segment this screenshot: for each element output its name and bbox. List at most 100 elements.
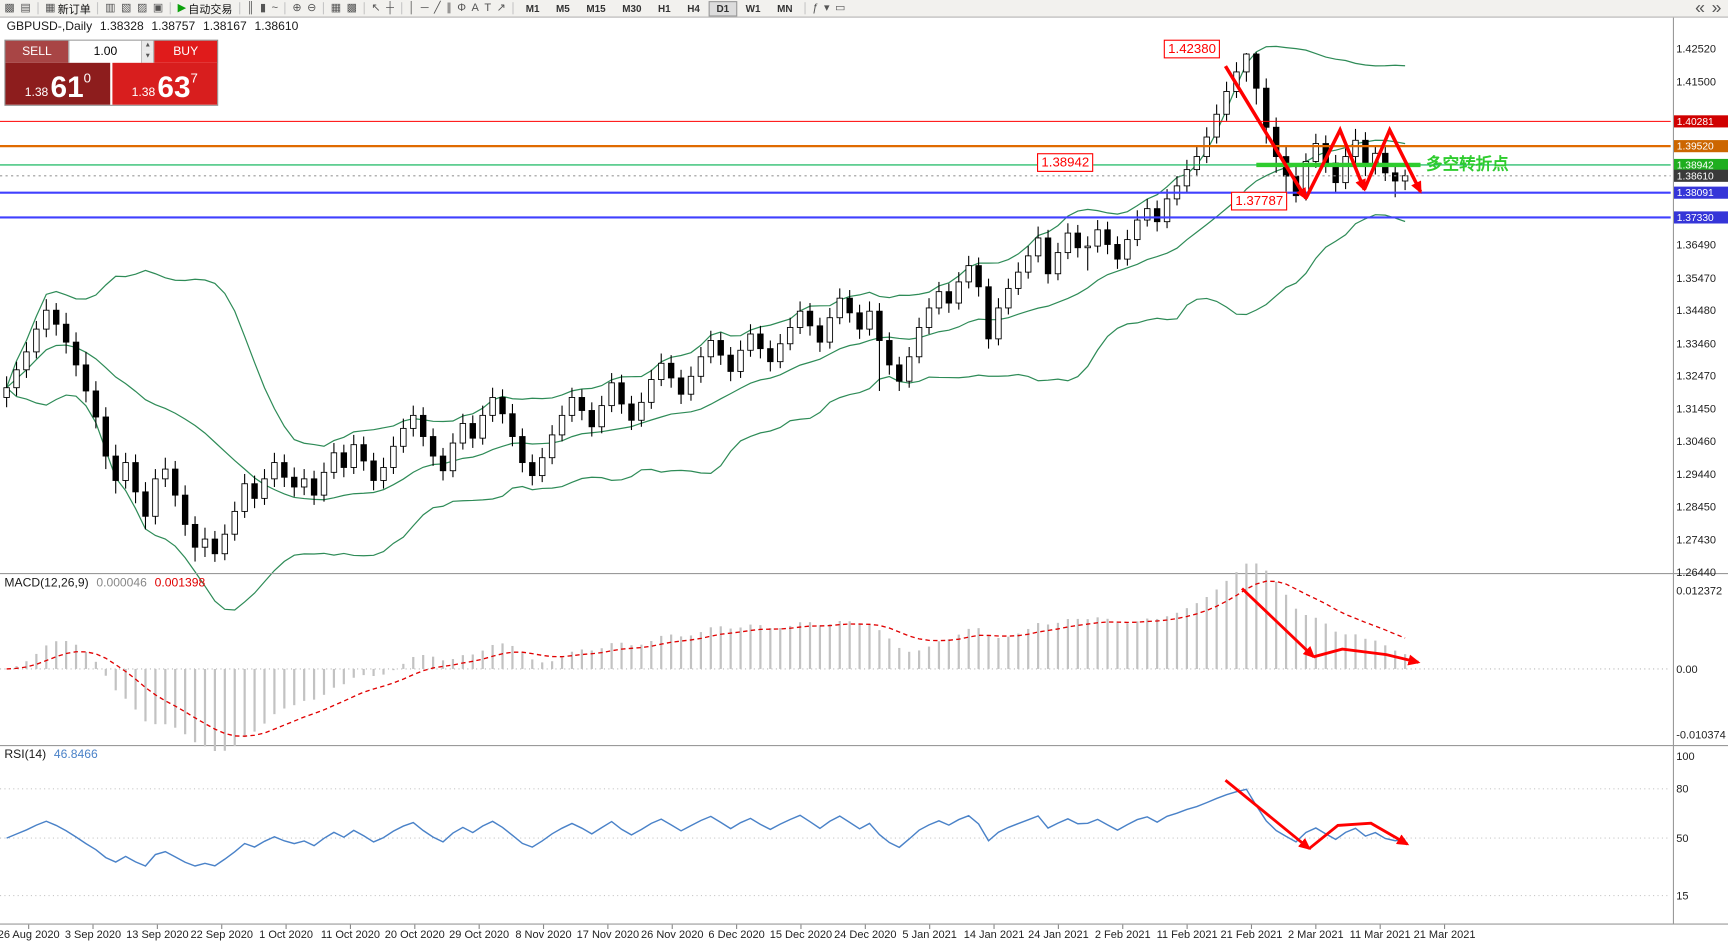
market-watch-icon[interactable]: ▥: [103, 1, 118, 16]
high-value: 1.38757: [151, 19, 196, 34]
annotation-low-price-label[interactable]: 1.37787: [1230, 191, 1288, 211]
autotrade-icon: ▶: [177, 1, 187, 14]
zoom-in-icon[interactable]: ⊕: [290, 1, 304, 16]
svg-text:1.30460: 1.30460: [1676, 436, 1716, 448]
data-window-icon[interactable]: ▧: [119, 1, 134, 16]
svg-text:1.38942: 1.38942: [1677, 160, 1714, 171]
zoom-out-icon[interactable]: ⊖: [305, 1, 319, 16]
timeframe-m5[interactable]: M5: [556, 2, 570, 14]
sell-price-sup: 0: [83, 70, 92, 86]
low-value: 1.38167: [202, 19, 247, 34]
annotation-peak-price-label[interactable]: 1.42380: [1163, 39, 1221, 59]
navigator-icon[interactable]: ▨: [135, 1, 150, 16]
svg-text:21 Feb 2021: 21 Feb 2021: [1221, 929, 1283, 941]
line-chart-icon[interactable]: ~: [269, 1, 280, 16]
main-trend-arrows[interactable]: [1223, 65, 1423, 201]
toolbar-separator: [97, 2, 99, 15]
templates-icon[interactable]: ▭: [833, 1, 848, 16]
toolbar-icons: ▩ ▤ ▦ 新订单 ▥ ▧ ▨ ▣ ▶ 自动交易 ║ ▮ ~ ⊕ ⊖ ▦ ▩ ↖ ┼ │ ─ ╱ ∥ Φ A T ↗ M1 M5 M15 M…: [2, 0, 848, 17]
bar-chart-icon[interactable]: ║: [245, 1, 257, 16]
line-chart-icon: ~: [271, 1, 279, 14]
new-chart-icon[interactable]: ▩: [2, 1, 17, 16]
buy-price-prefix: 1.38: [131, 85, 156, 100]
tile-windows-icon[interactable]: ▦: [329, 1, 344, 16]
buy-price-button[interactable]: 1.38 63 7: [112, 62, 218, 105]
scroll-right-icon[interactable]: »: [1711, 0, 1722, 18]
macd-trend-arrows[interactable]: [1241, 587, 1421, 666]
timeframe-h1[interactable]: H1: [658, 2, 671, 14]
arrows-tool-icon[interactable]: ↗: [494, 1, 508, 16]
svg-text:14 Jan 2021: 14 Jan 2021: [964, 929, 1025, 941]
volume-down-button[interactable]: ▼: [142, 51, 154, 63]
periods-dropdown-icon: ▾: [823, 1, 830, 14]
volume-up-button[interactable]: ▲: [142, 40, 154, 52]
toolbar-right-icons: «»: [1693, 0, 1726, 18]
cursor-icon[interactable]: ↖: [369, 1, 383, 16]
text-icon[interactable]: A: [469, 1, 481, 16]
autotrade-icon[interactable]: ▶ 自动交易: [175, 1, 234, 17]
svg-text:1.40281: 1.40281: [1677, 117, 1714, 128]
svg-text:1.31450: 1.31450: [1676, 404, 1716, 416]
horizontal-line-icon[interactable]: ─: [418, 1, 430, 16]
fibonacci-icon: Φ: [457, 1, 467, 14]
price-scale[interactable]: 1.42520 1.41500 1.36490 1.35470 1.34480 1.334…: [1673, 43, 1728, 579]
svg-text:1.38091: 1.38091: [1677, 188, 1714, 199]
symbol-period-label: GBPUSD-,Daily: [6, 19, 93, 34]
candlestick-chart-icon[interactable]: ▮: [258, 1, 268, 16]
terminal-icon: ▣: [152, 1, 164, 14]
periods-dropdown-icon[interactable]: ▾: [822, 1, 832, 16]
indicators-icon[interactable]: ƒ: [810, 1, 821, 16]
svg-text:1.41500: 1.41500: [1676, 77, 1716, 89]
channel-icon: ∥: [446, 1, 452, 14]
label-icon[interactable]: T: [482, 1, 493, 16]
volume-input[interactable]: [69, 40, 142, 63]
macd-signal-value: 0.001398: [154, 576, 206, 590]
buy-button[interactable]: BUY: [154, 40, 218, 63]
svg-text:100: 100: [1676, 751, 1694, 763]
timeframe-mn[interactable]: MN: [777, 2, 793, 14]
terminal-icon[interactable]: ▣: [151, 1, 166, 16]
rsi-panel: 100 80 50 15: [0, 751, 1695, 902]
toolbar-separator: [169, 2, 172, 15]
rsi-trend-arrows[interactable]: [1224, 779, 1410, 850]
zoom-out-icon: ⊖: [307, 1, 317, 14]
chart-profiles-icon[interactable]: ▤: [18, 1, 33, 16]
svg-text:1.33460: 1.33460: [1676, 338, 1716, 350]
svg-text:1.42520: 1.42520: [1676, 43, 1716, 55]
toolbar: ▩ ▤ ▦ 新订单 ▥ ▧ ▨ ▣ ▶ 自动交易 ║ ▮ ~ ⊕ ⊖ ▦ ▩ ↖ ┼ │ ─ ╱ ∥ Φ A T ↗ M1 M5 M15 M…: [0, 0, 1728, 18]
rsi-indicator-label: RSI(14) 46.8466: [4, 748, 97, 761]
trendline-icon[interactable]: ╱: [432, 1, 443, 16]
timeframe-w1[interactable]: W1: [745, 2, 761, 14]
svg-text:1.39520: 1.39520: [1677, 142, 1714, 153]
timeframe-m15[interactable]: M15: [586, 2, 606, 14]
rsi-name: RSI(14): [4, 748, 47, 762]
annotation-level-price-label[interactable]: 1.38942: [1037, 153, 1094, 172]
timeframe-d1[interactable]: D1: [708, 0, 737, 16]
crosshair-icon: ┼: [386, 1, 394, 14]
arrows-tool-icon: ↗: [496, 1, 506, 14]
crosshair-icon[interactable]: ┼: [384, 1, 396, 16]
sell-price-button[interactable]: 1.38 61 0: [5, 62, 111, 105]
fibonacci-icon[interactable]: Φ: [455, 1, 468, 16]
timeframe-m1[interactable]: M1: [525, 2, 540, 14]
annotation-turning-point-text[interactable]: 多空转折点: [1426, 155, 1509, 175]
svg-text:1 Oct 2020: 1 Oct 2020: [259, 929, 313, 941]
toolbar-separator: [804, 2, 806, 15]
timeframe-m30[interactable]: M30: [622, 2, 642, 14]
vertical-line-icon[interactable]: │: [406, 1, 417, 16]
buy-price-sup: 7: [190, 70, 198, 86]
cascade-windows-icon[interactable]: ▩: [344, 1, 359, 16]
svg-text:0.00: 0.00: [1676, 664, 1697, 676]
channel-icon[interactable]: ∥: [444, 1, 454, 16]
label-icon: T: [484, 1, 492, 14]
macd-name: MACD(12,26,9): [4, 576, 89, 590]
sell-price-big: 61: [50, 70, 84, 104]
new-order-icon[interactable]: ▦ 新订单: [43, 1, 93, 17]
scroll-left-icon[interactable]: «: [1695, 0, 1705, 18]
svg-text:2 Feb 2021: 2 Feb 2021: [1095, 929, 1151, 941]
timeframe-h4[interactable]: H4: [687, 2, 700, 14]
time-scale[interactable]: 26 Aug 2020 3 Sep 2020 13 Sep 2020 22 Sep 2…: [0, 924, 1475, 941]
sell-button[interactable]: SELL: [5, 40, 69, 63]
svg-text:80: 80: [1676, 784, 1688, 796]
